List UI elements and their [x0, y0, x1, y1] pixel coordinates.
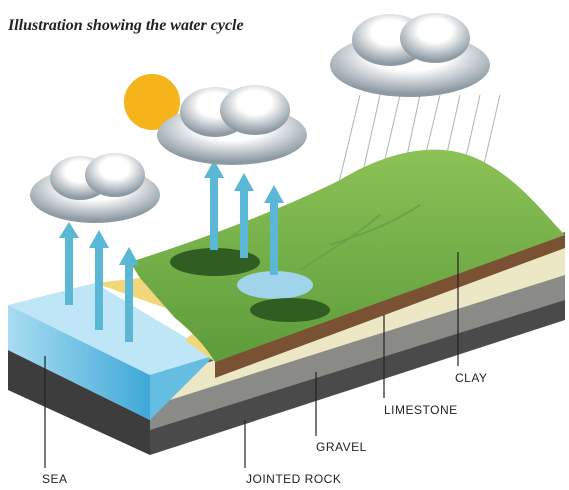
label: SEA	[42, 472, 68, 486]
label: LIMESTONE	[384, 403, 458, 417]
label: CLAY	[455, 371, 487, 385]
title: Illustration showing the water cycle	[7, 17, 244, 34]
rain-cloud	[330, 13, 490, 97]
cloud	[30, 153, 160, 223]
lake	[237, 271, 313, 299]
label: GRAVEL	[316, 440, 367, 454]
label: JOINTED ROCK	[246, 472, 341, 486]
water-cycle-diagram: Illustration showing the water cycle	[0, 0, 569, 490]
